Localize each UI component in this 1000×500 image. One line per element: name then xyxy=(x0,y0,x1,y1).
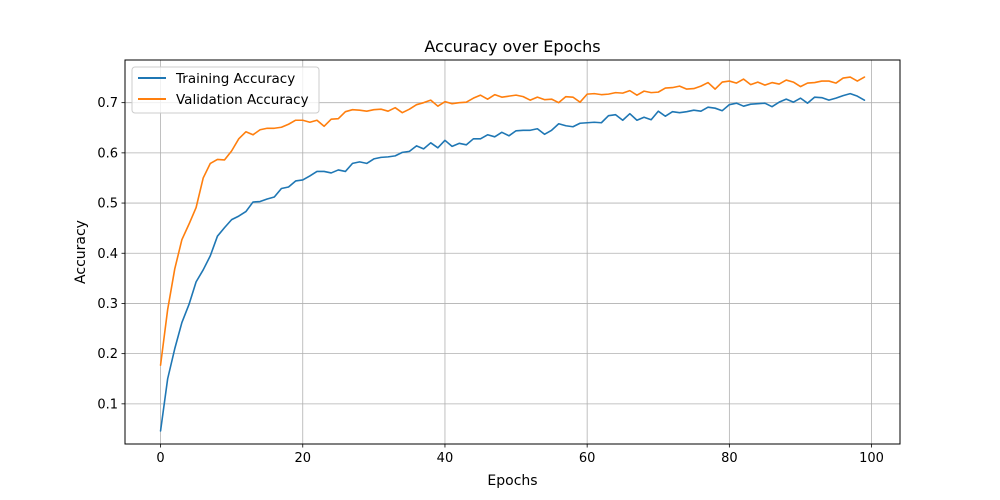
plot-area xyxy=(125,60,900,444)
y-tick-label: 0.7 xyxy=(97,96,118,111)
chart-title: Accuracy over Epochs xyxy=(424,37,600,56)
y-tick-label: 0.5 xyxy=(97,197,118,212)
x-tick-label: 60 xyxy=(579,451,596,466)
axis-ticks: 0 20 40 60 80 100 0.1 0.2 0.3 0.4 0.5 0.6 0.7 xyxy=(97,96,884,466)
x-tick-label: 0 xyxy=(156,451,164,466)
grid xyxy=(125,60,900,444)
plot-frame xyxy=(124,59,901,445)
x-tick-label: 80 xyxy=(721,451,738,466)
x-axis-title: Epochs xyxy=(487,473,537,489)
series-line-training xyxy=(159,92,866,432)
x-tick-label: 20 xyxy=(294,451,311,466)
x-tick-label: 100 xyxy=(859,451,884,466)
series-line-validation xyxy=(159,76,866,366)
y-tick-label: 0.2 xyxy=(97,347,118,362)
legend-label-validation: Validation Accuracy xyxy=(176,92,309,108)
x-tick-label: 40 xyxy=(437,451,454,466)
y-tick-label: 0.4 xyxy=(97,247,118,262)
y-tick-label: 0.1 xyxy=(97,397,118,412)
y-tick-label: 0.3 xyxy=(97,297,118,312)
legend-box xyxy=(131,66,320,114)
y-axis-title: Accuracy xyxy=(73,220,89,284)
legend: Training Accuracy Validation Accuracy xyxy=(131,66,320,114)
series-lines xyxy=(159,76,866,432)
legend-label-training: Training Accuracy xyxy=(175,71,295,87)
y-tick-label: 0.6 xyxy=(97,146,118,161)
